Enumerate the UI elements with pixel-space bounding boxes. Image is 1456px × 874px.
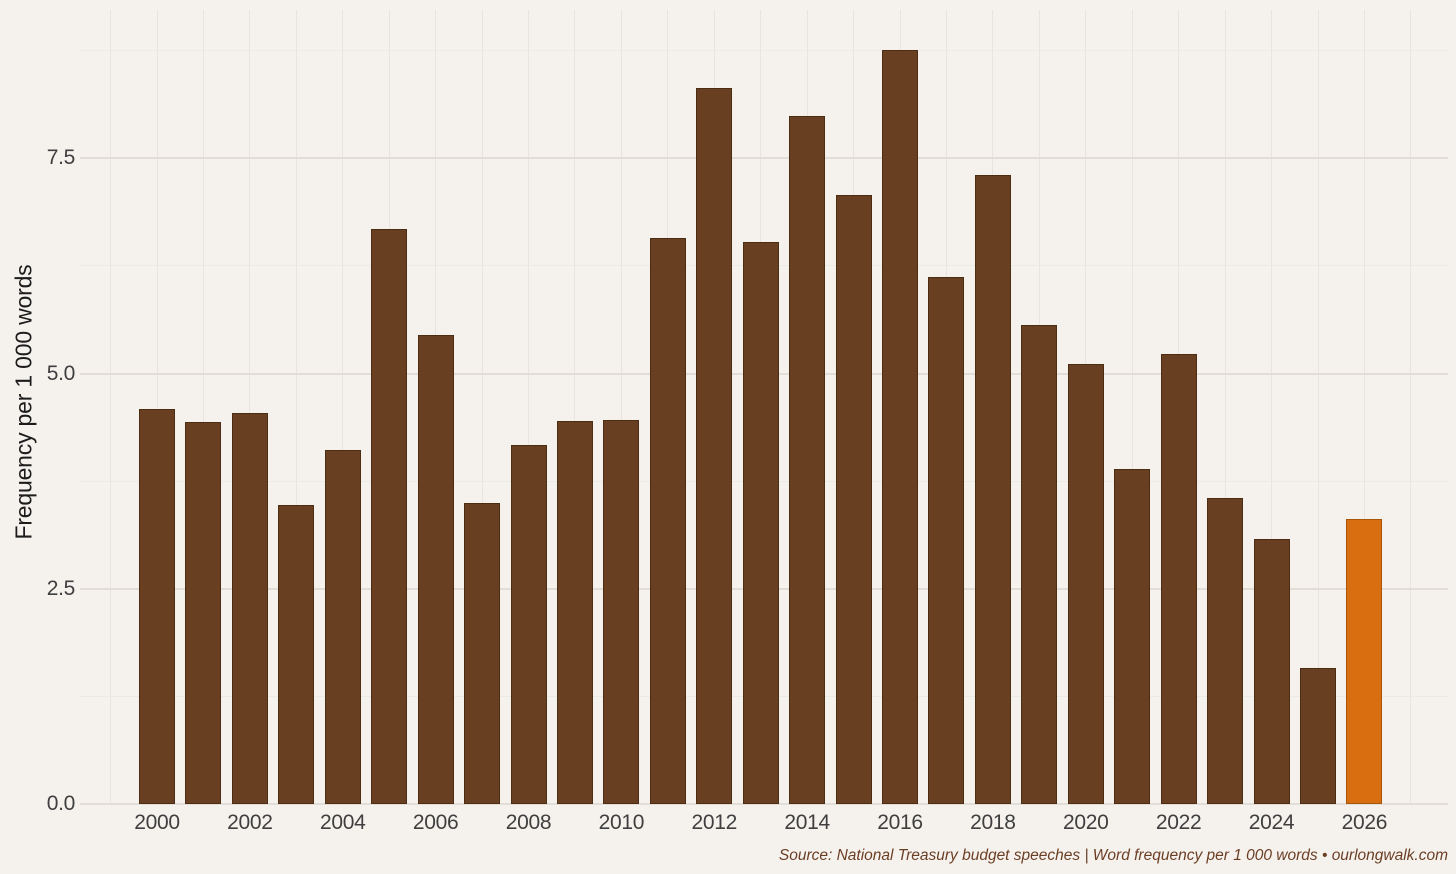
gridline-vertical [156,10,158,804]
x-tick-label-2024: 2024 [1248,811,1295,834]
gridline-vertical [1131,10,1133,804]
gridline-vertical [1271,10,1273,804]
y-tick-label-0.0: 0.0 [46,792,76,815]
x-tick-label-2000: 2000 [134,811,180,834]
bar-2008 [510,444,547,804]
x-tick-label-2022: 2022 [1155,811,1202,834]
x-tick-label-2006: 2006 [412,811,459,834]
gridline-vertical [342,10,344,804]
gridline-horizontal-major [80,803,1448,805]
gridline-vertical [620,10,622,804]
source-note: Source: National Treasury budget speeche… [778,847,1448,864]
bar-2024 [1253,538,1290,804]
bar-2023 [1207,498,1244,804]
bar-2014 [789,116,826,804]
x-tick-label-2026: 2026 [1341,811,1388,834]
gridline-vertical [202,10,204,804]
y-tick-label-2.5: 2.5 [46,576,76,600]
x-tick-label-2020: 2020 [1063,811,1109,834]
y-tick-label-5.0: 5.0 [46,361,76,385]
bar-2002 [231,413,268,804]
y-tick-label-7.5: 7.5 [46,146,76,170]
bar-2016 [882,49,919,804]
bar-2013 [742,241,779,804]
gridline-vertical [110,10,112,804]
gridline-vertical [481,10,483,804]
bar-2017 [928,277,965,804]
bar-2004 [324,450,361,804]
bar-2005 [371,228,408,804]
gridline-vertical [1224,10,1226,804]
x-tick-label-2010: 2010 [598,811,645,834]
x-tick-label-2008: 2008 [505,811,552,834]
bar-2007 [464,502,501,804]
bar-2000 [139,408,175,804]
bar-2011 [649,238,686,804]
gridline-vertical [574,10,576,804]
x-tick-label-2016: 2016 [877,811,923,834]
gridline-vertical [528,10,530,804]
bar-2009 [556,420,593,804]
bar-2012 [696,87,733,804]
y-axis-title: Frequency per 1 000 words [10,264,37,540]
x-tick-label-2004: 2004 [319,811,366,834]
bar-2001 [185,421,222,804]
bar-2021 [1114,469,1151,804]
bar-2015 [835,195,872,804]
bar-2020 [1067,364,1104,804]
x-tick-label-2018: 2018 [970,811,1016,834]
gridline-vertical [1363,10,1365,804]
bar-2025 [1300,667,1336,804]
gridline-vertical [249,10,251,804]
gridline-horizontal-minor [80,50,1448,52]
gridline-vertical [295,10,297,804]
x-tick-label-2014: 2014 [784,811,830,834]
bar-2006 [417,334,454,804]
x-tick-label-2002: 2002 [227,811,273,834]
gridline-horizontal-major [80,157,1448,160]
gridline-vertical [1317,10,1319,804]
x-tick-label-2012: 2012 [691,811,738,834]
gridline-vertical [1410,10,1412,804]
bar-2003 [278,505,315,804]
bar-2022 [1160,353,1197,804]
bar-2019 [1021,325,1058,804]
bar-2010 [603,419,640,804]
bar-2026 [1346,519,1383,804]
bar-2018 [974,174,1011,804]
